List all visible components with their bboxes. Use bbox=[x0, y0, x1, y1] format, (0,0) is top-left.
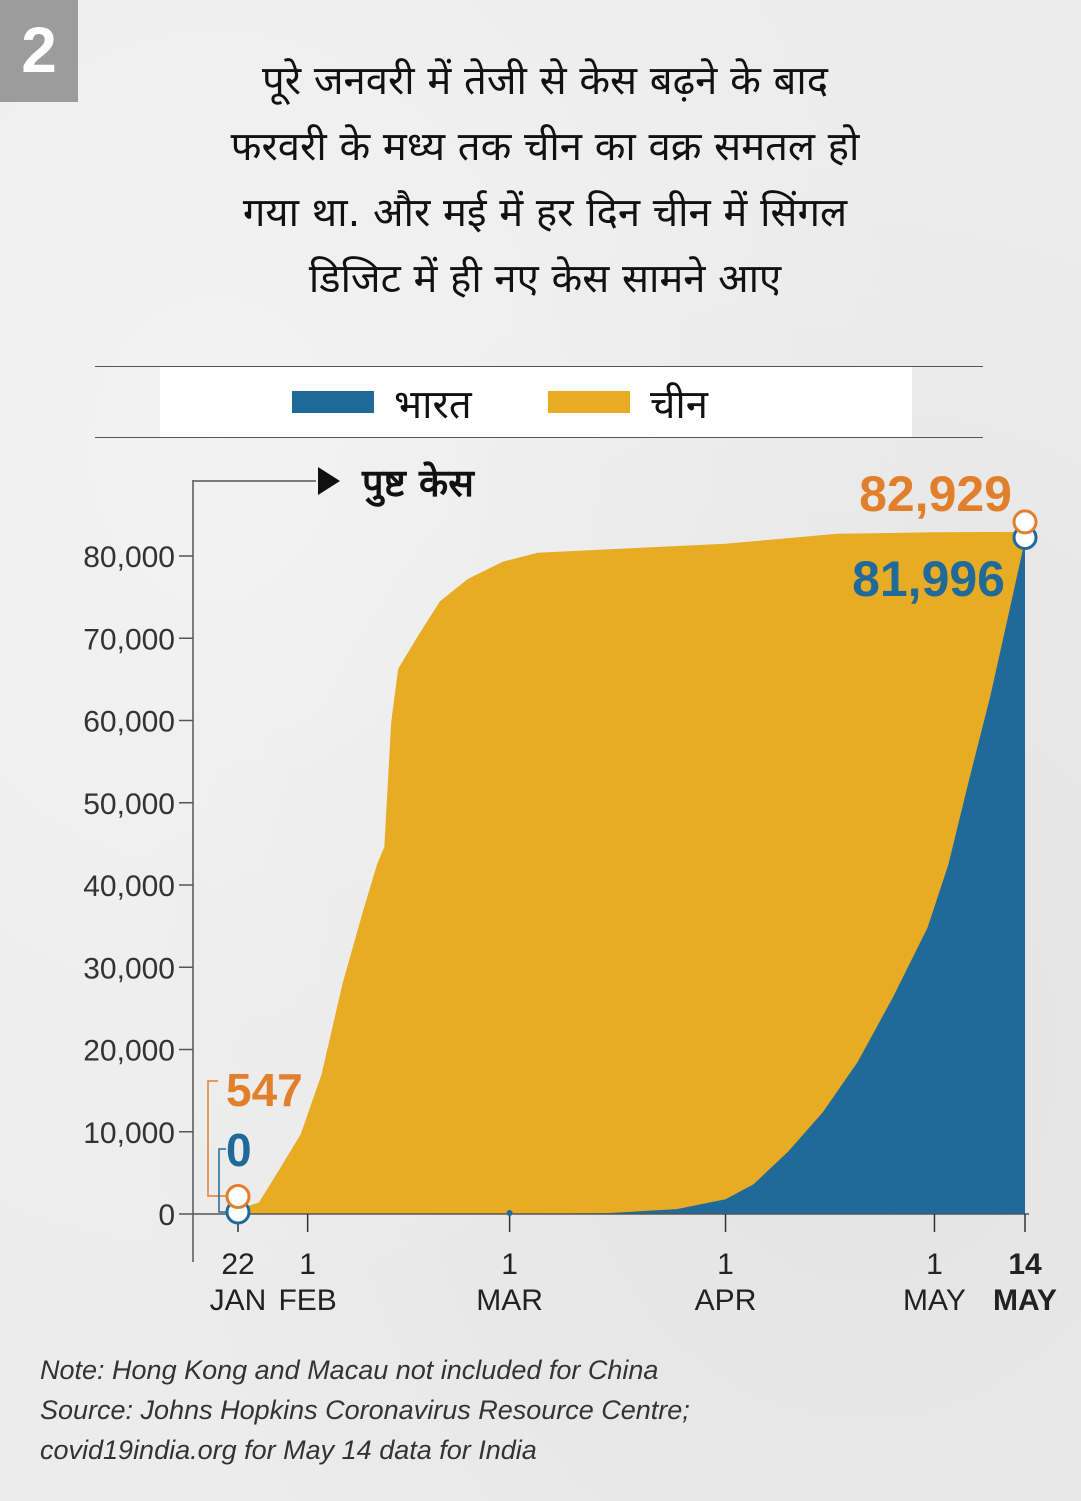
x-tick-day: 1 bbox=[717, 1248, 734, 1281]
y-tick-label: 10,000 bbox=[83, 1117, 175, 1150]
headline: पूरे जनवरी में तेजी से केस बढ़ने के बाद … bbox=[95, 48, 995, 312]
arrow-icon bbox=[318, 467, 340, 495]
headline-line: फरवरी के मध्य तक चीन का वक्र समतल हो bbox=[230, 124, 860, 170]
legend-item-india: भारत bbox=[292, 381, 472, 428]
x-tick-month: MAY bbox=[903, 1284, 966, 1317]
legend-swatch-china bbox=[548, 391, 630, 413]
legend-item-china: चीन bbox=[548, 381, 708, 428]
y-tick-label: 80,000 bbox=[83, 541, 175, 574]
x-tick-month: MAR bbox=[476, 1284, 543, 1317]
india-start-value: 0 bbox=[226, 1124, 252, 1176]
x-tick-month: FEB bbox=[278, 1284, 336, 1317]
legend: भारत चीन bbox=[95, 366, 983, 438]
source-line: Source: Johns Hopkins Coronavirus Resour… bbox=[40, 1395, 690, 1425]
x-tick-day: 1 bbox=[501, 1248, 518, 1281]
y-tick-label: 0 bbox=[158, 1199, 175, 1232]
figure-number-badge: 2 bbox=[0, 0, 78, 102]
x-tick-day: 1 bbox=[926, 1248, 943, 1281]
y-axis-title: पुष्ट केस bbox=[361, 461, 475, 507]
legend-panel: भारत चीन bbox=[160, 367, 912, 437]
legend-swatch-india bbox=[292, 391, 374, 413]
legend-label-china: चीन bbox=[650, 381, 708, 428]
x-tick-month: APR bbox=[695, 1284, 757, 1317]
india-marker-mar bbox=[506, 1210, 513, 1216]
headline-line: डिजिट में ही नए केस सामने आए bbox=[308, 256, 782, 302]
china-start-value: 547 bbox=[226, 1064, 303, 1116]
notes: Note: Hong Kong and Macau not included f… bbox=[40, 1350, 940, 1470]
legend-label-india: भारत bbox=[394, 381, 472, 428]
y-tick-label: 30,000 bbox=[83, 952, 175, 985]
area-china bbox=[238, 531, 1025, 1214]
cumulative-cases-chart: पुष्ट केस 0 10,000 20,000 30,000 40,000 50,000… bbox=[83, 461, 1057, 1317]
india-end-value: 81,996 bbox=[852, 551, 1005, 607]
x-tick-month: MAY bbox=[993, 1284, 1057, 1317]
x-tick-month: JAN bbox=[210, 1284, 267, 1317]
china-start-bracket bbox=[207, 1080, 228, 1197]
y-tick-label: 40,000 bbox=[83, 870, 175, 903]
x-tick-day: 1 bbox=[299, 1248, 316, 1281]
headline-line: पूरे जनवरी में तेजी से केस बढ़ने के बाद bbox=[262, 58, 828, 104]
x-tick-day: 14 bbox=[1008, 1248, 1042, 1281]
y-tick-label: 60,000 bbox=[83, 706, 175, 739]
headline-line: गया था. और मई में हर दिन चीन में सिंगल bbox=[242, 190, 848, 236]
india-start-bracket bbox=[218, 1148, 228, 1213]
china-start-marker bbox=[225, 1184, 251, 1210]
area-india bbox=[238, 539, 1025, 1214]
note-line: Note: Hong Kong and Macau not included f… bbox=[40, 1355, 659, 1385]
x-tick-day: 22 bbox=[221, 1248, 254, 1281]
china-end-value: 82,929 bbox=[859, 466, 1012, 522]
y-tick-label: 70,000 bbox=[83, 623, 175, 656]
source-line: covid19india.org for May 14 data for Ind… bbox=[40, 1435, 537, 1465]
china-end-marker bbox=[1012, 509, 1038, 535]
y-tick-label: 20,000 bbox=[83, 1035, 175, 1068]
y-tick-label: 50,000 bbox=[83, 788, 175, 821]
